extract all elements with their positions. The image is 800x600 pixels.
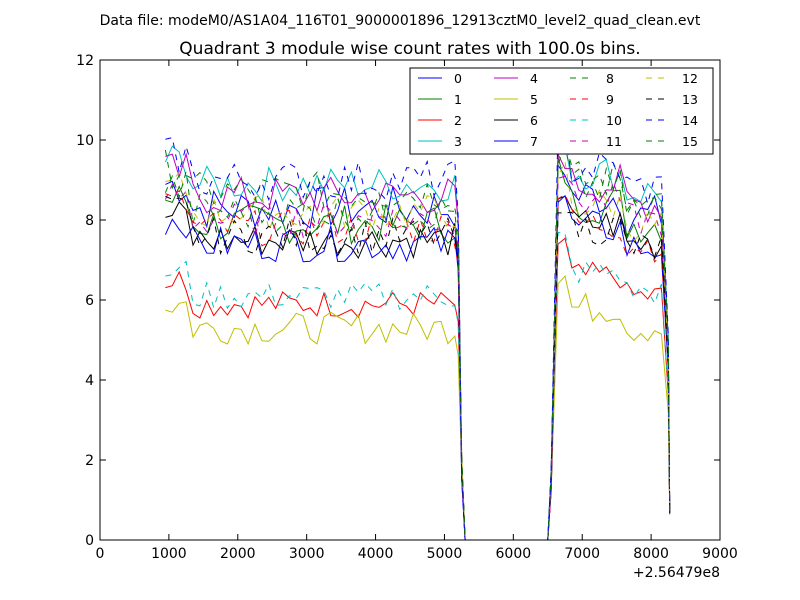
- x-tick-label: 1000: [151, 546, 187, 562]
- series-line-10: [165, 231, 671, 541]
- legend-label-1: 1: [454, 92, 462, 107]
- x-tick-label: 2000: [220, 546, 256, 562]
- y-tick-label: 10: [76, 133, 94, 149]
- chart-title: Quadrant 3 module wise count rates with …: [179, 39, 640, 59]
- series-line-15: [164, 144, 671, 541]
- x-tick-label: 8000: [633, 546, 669, 562]
- legend-label-9: 9: [606, 92, 614, 107]
- legend-label-4: 4: [530, 71, 538, 86]
- series-line-6: [165, 195, 671, 541]
- x-axis-ticks: 0 1000 2000 3000 4000 5000 6000 7000 8000 9000: [96, 60, 738, 562]
- legend-box: [409, 67, 714, 155]
- legend-label-12: 12: [682, 71, 698, 86]
- plot-lines: [164, 118, 671, 541]
- legend-label-6: 6: [530, 113, 538, 128]
- x-tick-label: 4000: [358, 546, 394, 562]
- y-tick-label: 6: [85, 293, 94, 309]
- series-line-14: [165, 118, 671, 541]
- legend-label-15: 15: [682, 134, 698, 149]
- x-tick-label: 9000: [702, 546, 738, 562]
- x-tick-label: 0: [96, 546, 105, 562]
- series-line-13: [165, 195, 671, 541]
- data-file-suptitle: Data file: modeM0/AS1A04_116T01_90000018…: [100, 13, 701, 29]
- series-line-1: [165, 157, 671, 541]
- y-tick-label: 4: [85, 373, 94, 389]
- x-offset-label: +2.56479e8: [633, 565, 720, 581]
- legend-label-2: 2: [454, 113, 462, 128]
- series-line-8: [164, 142, 671, 541]
- series-line-2: [165, 237, 671, 541]
- series-line-3: [164, 142, 671, 541]
- series-line-4: [165, 152, 671, 541]
- x-tick-label: 3000: [289, 546, 325, 562]
- series-line-0: [165, 163, 671, 541]
- legend-label-10: 10: [606, 113, 622, 128]
- legend-label-8: 8: [606, 71, 614, 86]
- legend-label-14: 14: [682, 113, 698, 128]
- series-line-12: [165, 160, 671, 541]
- series-line-5: [165, 275, 671, 541]
- series-line-9: [165, 189, 671, 541]
- y-tick-label: 12: [76, 53, 94, 69]
- y-tick-label: 0: [85, 533, 94, 549]
- y-tick-label: 2: [85, 453, 94, 469]
- series-line-7: [164, 194, 671, 541]
- legend-label-0: 0: [454, 71, 462, 86]
- x-tick-label: 7000: [564, 546, 600, 562]
- legend-label-11: 11: [606, 134, 622, 149]
- x-tick-label: 6000: [496, 546, 532, 562]
- y-tick-label: 8: [85, 213, 94, 229]
- legend-label-7: 7: [530, 134, 538, 149]
- series-line-11: [164, 175, 671, 541]
- legend-label-5: 5: [530, 92, 538, 107]
- legend-label-13: 13: [682, 92, 698, 107]
- legend-label-3: 3: [454, 134, 462, 149]
- x-tick-label: 5000: [427, 546, 463, 562]
